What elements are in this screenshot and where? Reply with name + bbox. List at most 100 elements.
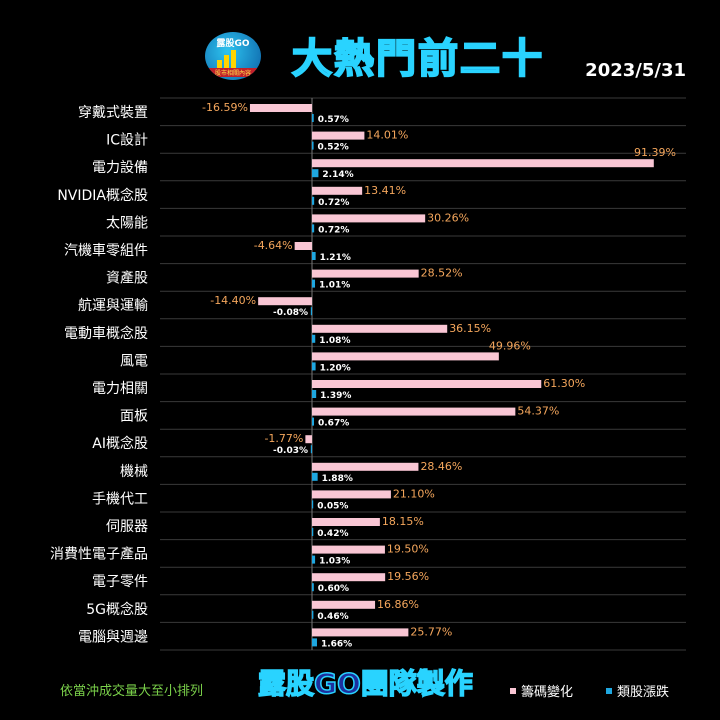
chip-value-label: 36.15% [449,322,491,335]
chart-date: 2023/5/31 [585,60,686,81]
stock-value-label: 0.05% [317,501,348,511]
stock-value-label: 1.88% [322,474,353,484]
chip-value-label: 16.86% [377,598,419,611]
chip-value-label: -14.40% [210,294,256,307]
logo-chart-icon [217,50,236,68]
stock-bar [312,362,316,371]
chip-bar [312,324,448,333]
stock-bar [312,196,315,205]
chip-value-label: 19.56% [387,570,429,583]
stock-value-label: 1.20% [320,363,351,373]
chip-value-label: 21.10% [393,487,435,500]
chip-value-label: 13.41% [364,184,406,197]
stock-bar [312,472,318,481]
stock-bar [310,307,312,316]
stock-bar [312,610,314,619]
stock-bar [312,279,316,288]
logo-text: 露股GO [216,39,250,49]
category-label: 面板 [120,409,148,425]
brand-credit: 露股GO團隊製作 [257,666,473,701]
chip-bar [312,628,409,637]
category-label: 風電 [120,353,148,369]
category-label: 航運與運輸 [78,298,148,314]
stock-value-label: 0.57% [318,115,349,125]
legend-chip-label: 籌碼變化 [521,685,574,700]
stock-bar [312,638,317,647]
stock-value-label: 0.60% [318,584,349,594]
legend-chip-swatch [510,687,516,694]
stock-bar [312,417,315,426]
stock-bar [312,169,319,178]
category-label: 汽機車零組件 [64,242,148,259]
category-label: 消費性電子產品 [50,546,148,563]
stock-value-label: 2.14% [322,170,353,180]
stock-bar [312,555,316,564]
category-label: NVIDIA概念股 [57,187,148,204]
chip-bar [312,518,380,526]
stock-value-label: 0.67% [318,419,349,429]
stock-value-label: 1.03% [319,557,350,567]
stock-value-label: -0.08% [273,308,308,318]
chip-bar [312,545,385,554]
stock-value-label: -0.03% [273,446,308,456]
stock-value-label: 0.46% [317,612,348,622]
stock-value-label: 1.01% [319,281,350,291]
chip-bar [312,131,365,140]
stock-bar [312,224,315,233]
chip-value-label: 25.77% [410,625,452,638]
chip-bar [312,490,391,499]
stock-bar [312,500,314,509]
legend-stock-label: 類股漲跌 [617,685,670,700]
chip-value-label: 30.26% [427,211,469,224]
category-label: 電子零件 [92,574,148,590]
stock-bar [312,528,314,536]
chip-bar [312,186,363,195]
legend-chip: 籌碼變化 [510,681,573,700]
category-label: 手機代工 [92,491,148,507]
stock-value-label: 1.21% [320,253,351,263]
chip-bar [312,380,542,388]
stock-value-label: 1.66% [321,639,352,649]
chip-bar [312,352,499,361]
chip-bar [294,242,312,250]
stock-value-label: 1.08% [319,336,350,346]
stock-bar [312,114,314,122]
category-label: 穿戴式裝置 [78,105,148,121]
category-label: 電動車概念股 [64,325,148,342]
chip-value-label: 18.15% [382,515,424,528]
legend-stock: 類股漲跌 [606,681,669,700]
logo: 露股GO 股市相關內容 [205,32,261,80]
stock-bar [310,445,312,454]
chip-value-label: 61.30% [543,377,585,390]
category-label: 5G概念股 [86,601,148,618]
category-label: 電力相關 [92,381,148,397]
category-label: AI概念股 [92,435,148,452]
chip-value-label: -1.77% [264,432,303,445]
category-label: 機械 [120,464,148,480]
chip-bar [312,407,516,416]
category-label: 伺服器 [106,519,148,535]
category-label: 太陽能 [106,215,148,231]
stock-value-label: 1.39% [320,391,351,401]
chip-value-label: 91.39% [634,146,676,159]
stock-bar [312,390,317,398]
chip-value-label: 19.50% [387,543,429,556]
chip-bar [312,159,654,168]
stock-value-label: 0.72% [318,225,349,235]
legend-stock-swatch [606,687,612,694]
sort-note: 依當沖成交量大至小排列 [60,684,204,699]
stock-bar [312,141,314,150]
chip-bar [312,573,386,582]
stock-value-label: 0.72% [318,198,349,208]
stock-bar [312,252,316,260]
chip-value-label: 28.46% [420,460,462,473]
chip-value-label: 14.01% [366,129,408,142]
logo-tagline: 股市相關內容 [207,68,259,77]
chip-bar [249,104,312,112]
chip-bar [312,214,426,223]
category-label: IC設計 [106,133,148,149]
chip-bar [312,600,376,609]
stock-value-label: 0.42% [317,529,348,539]
chip-value-label: 54.37% [517,405,559,418]
